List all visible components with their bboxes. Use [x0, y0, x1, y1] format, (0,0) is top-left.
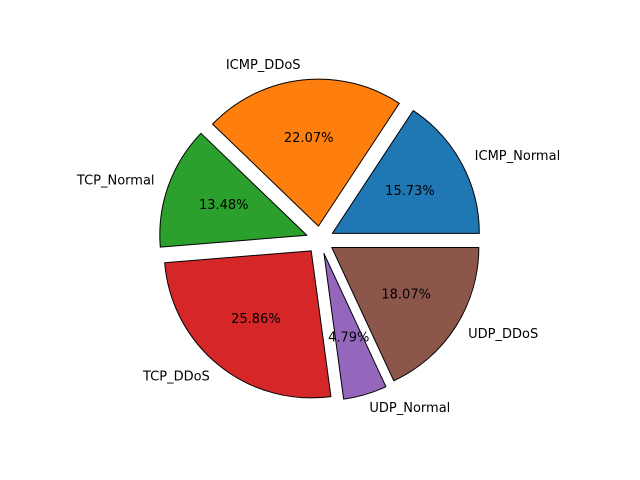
- pie-slice-tcp-normal: [159, 132, 308, 248]
- slice-label-icmp-normal: ICMP_Normal: [475, 149, 561, 164]
- pie-slice-udp-normal: [323, 252, 387, 400]
- slice-percent-icmp-ddos: 22.07%: [284, 131, 334, 146]
- pie-wedges: [159, 78, 480, 400]
- pie-slice-icmp-normal: [331, 110, 480, 234]
- slice-percent-tcp-normal: 13.48%: [199, 198, 249, 213]
- slice-label-tcp-normal: TCP_Normal: [76, 173, 155, 188]
- slice-label-icmp-ddos: ICMP_DDoS: [226, 58, 301, 73]
- slice-label-udp-ddos: UDP_DDoS: [468, 327, 538, 342]
- slice-percent-tcp-ddos: 25.86%: [231, 312, 281, 327]
- pie-slice-icmp-ddos: [212, 78, 400, 227]
- slice-percent-udp-ddos: 18.07%: [381, 287, 431, 302]
- pie-slice-udp-ddos: [331, 247, 480, 382]
- slice-label-udp-normal: UDP_Normal: [369, 401, 450, 416]
- slice-percent-icmp-normal: 15.73%: [385, 184, 435, 199]
- slice-label-tcp-ddos: TCP_DDoS: [142, 369, 210, 384]
- slice-percent-udp-normal: 4.79%: [328, 331, 369, 346]
- pie-labels: ICMP_Normal 15.73% ICMP_DDoS 22.07% TCP_Norm…: [76, 58, 560, 416]
- pie-slice-tcp-ddos: [164, 250, 332, 399]
